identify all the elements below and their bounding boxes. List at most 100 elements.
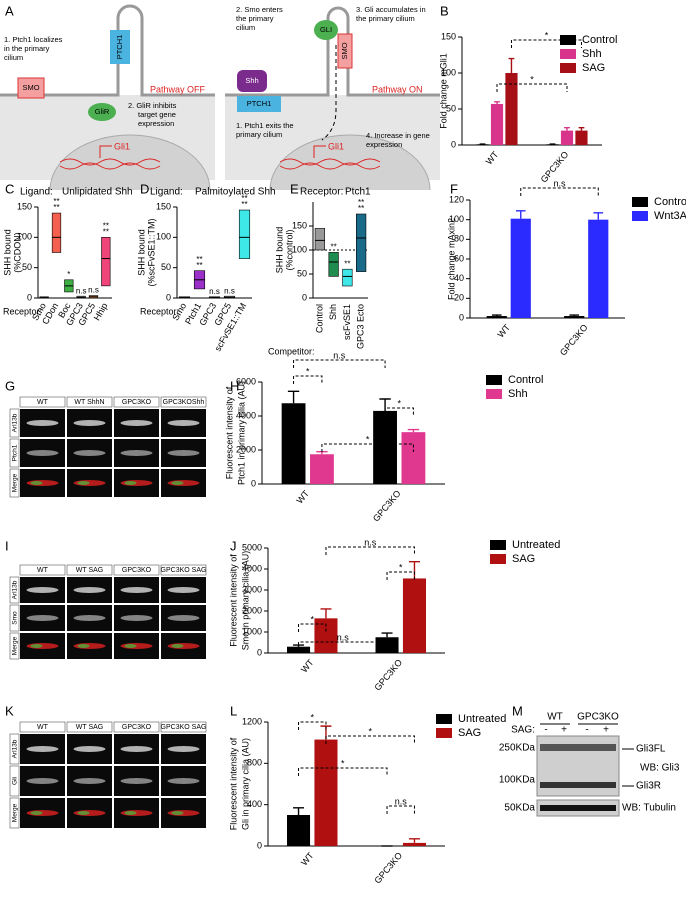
bar [402,578,426,653]
pathway-state: Pathway ON [372,84,423,94]
x-tick-label: GPC3KO [372,657,404,692]
y-axis-label: (%control) [284,229,294,270]
significance-label: n.s [333,350,346,360]
chart-title-prefix: Receptor: [300,187,343,198]
column-label: WT ShhN [74,399,104,406]
y-axis-label: Fold change mGli1 [438,53,448,129]
legend-swatch [486,389,502,399]
lane-label: + [603,725,609,736]
x-tick-label: WT [495,322,512,340]
bar [314,618,338,653]
cilium-signal [124,481,137,485]
group-label: GPC3KO [577,712,619,723]
row-label: Arl13b [12,739,19,758]
significance-label: * [306,366,310,376]
panel-label: I [5,538,9,553]
significance-bracket [298,721,327,730]
y-tick-label: 3000 [242,584,262,594]
cilium-signal [167,420,200,426]
smo-shape [17,77,45,99]
cilium-signal [73,615,106,621]
x-tick-label: GPC3KO [372,850,404,885]
shh-label: Shh [245,76,258,85]
significance-bracket [386,571,415,580]
panel-label: L [230,703,237,718]
row-header [9,604,20,632]
blot-lines [540,723,634,787]
y-tick-label: 0 [251,478,256,488]
step: 1. Ptch1 localizes [4,35,63,44]
legend-swatch [436,728,452,738]
column-header [160,396,207,408]
y-tick-label: 2000 [242,605,262,615]
cilium-signal [73,420,106,426]
step: 2. Smo enters [236,5,283,14]
band [540,805,616,811]
y-tick-label: 80 [454,234,464,244]
ptch1-label: PTCH1 [247,99,272,108]
y-tick-label: 0 [257,840,262,850]
step: 3. Gli accumulates in [356,5,426,14]
significance-label: ** [358,204,364,213]
y-axis-label: (%CDON) [12,232,22,273]
gene-label: Gli1 [328,141,344,151]
bar [588,219,609,318]
column-label: GPC3KOShh [163,399,205,406]
panel-label: A [5,3,14,18]
significance-label: * [341,758,345,768]
cilium-signal [26,450,59,456]
column-label: WT SAG [76,724,103,731]
legend-swatch [560,49,576,59]
panel-label: M [512,703,523,718]
gene-label: Gli1 [114,141,130,151]
significance-label: ** [53,197,59,206]
chart-title: Unlipidated Shh [62,187,133,198]
column-label: GPC3KO [122,567,152,574]
shh-shape [237,70,267,92]
box [342,268,353,287]
smo-shape [337,33,353,69]
cilium-signal [171,811,184,815]
y-tick-label: 100 [449,214,464,224]
significance-label: * [310,614,314,624]
column-header [66,564,113,576]
y-tick-label: 50 [297,268,307,278]
cilium-signal [120,746,153,752]
step: 2. GliR inhibits [128,101,177,110]
row-label: Merge [12,473,19,492]
y-tick-label: 0 [166,292,171,302]
y-axis-label: Fold change mAxin2 [446,218,456,300]
row-label: Gli [12,777,19,785]
legend-swatch [490,554,506,564]
legend-label: Control [508,374,543,386]
column-header [160,721,207,733]
step: expression [366,140,402,149]
significance-bracket [520,187,599,196]
chart-title-prefix: Ligand: [150,187,183,198]
y-tick-label: 100 [156,232,171,242]
significance-label: * [67,270,70,279]
y-tick-label: 150 [292,220,307,230]
y-tick-label: 100 [17,232,32,242]
legend-swatch [436,714,452,724]
column-header [19,396,66,408]
lane-label: - [585,725,588,736]
bar [402,842,426,846]
bar [310,454,334,484]
step: primary cilium [236,130,282,139]
column-label: WT [37,567,49,574]
cilium-signal [30,644,43,648]
significance-bracket [325,735,415,744]
y-axis-label: Fluorescent intensity of [228,554,238,647]
x-tick-label: WT [294,488,311,506]
legend-swatch [490,540,506,550]
step: in the primary [4,44,50,53]
significance-label: * [545,30,549,40]
error-bar [408,838,420,843]
significance-label: * [530,74,534,84]
legend-label: Wnt3A [654,210,686,222]
y-tick-label: 100 [441,67,456,77]
y-tick-label: 800 [247,758,262,768]
legend-label: Control [654,196,686,208]
